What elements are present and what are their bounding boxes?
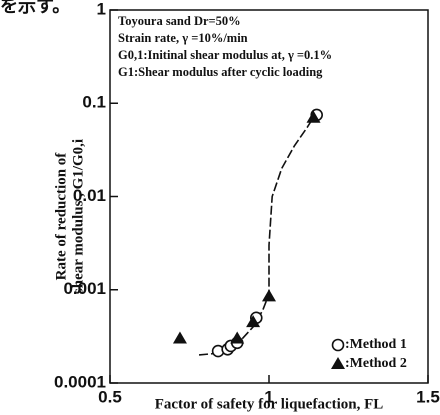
y-tick-label: 0.1 [82, 93, 106, 112]
y-axis-label: shear modulus , G1/G0,i [70, 139, 86, 294]
header-fragment: を示す。 [0, 0, 70, 16]
x-tick-label: 1.5 [416, 387, 440, 406]
y-tick-label: 0.001 [63, 279, 106, 298]
x-tick-label: 0.5 [98, 387, 122, 406]
y-axis-label: Rate of reduction of [53, 152, 69, 281]
note: G0,1:Initinal shear modulus at, γ =0.1% [118, 48, 332, 62]
note: Strain rate, γ =10%/min [118, 31, 248, 45]
point [230, 331, 245, 344]
point [172, 331, 187, 344]
point [306, 110, 321, 123]
legend-label: :Method 1 [345, 337, 407, 352]
point [246, 315, 261, 328]
y-tick-label: 1 [97, 0, 106, 18]
legend-marker [331, 338, 345, 352]
x-axis-label: Factor of safety for liquefaction, FL [155, 396, 384, 412]
legend-marker [331, 357, 345, 369]
point [262, 289, 276, 302]
x-tick-label: 1 [264, 387, 273, 406]
legend-label: :Method 2 [345, 356, 407, 371]
y-tick-label: 0.0001 [54, 372, 106, 391]
y-tick-label: 0.01 [73, 186, 106, 205]
note: Toyoura sand Dr=50% [118, 14, 241, 28]
note: G1:Shear modulus after cyclic loading [118, 65, 323, 79]
